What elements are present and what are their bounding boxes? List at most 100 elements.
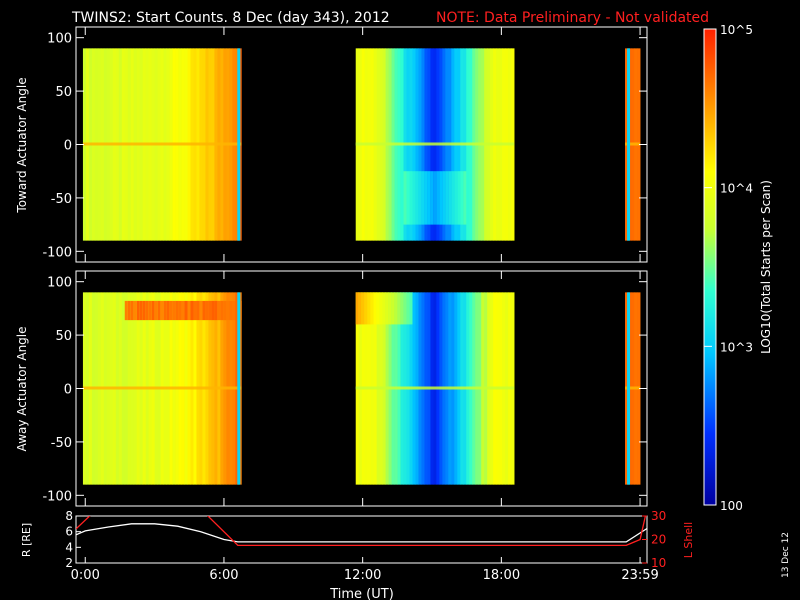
heatmap-cell — [373, 292, 378, 325]
y-tick-right-label: 10 — [651, 556, 666, 570]
y-tick-label: 100 — [47, 276, 72, 291]
y-tick-label: 100 — [47, 32, 72, 47]
colorbar-tick-label: 10^5 — [720, 23, 753, 37]
y-tick-label: 6 — [65, 525, 73, 539]
heatmap-cell — [190, 300, 194, 321]
heatmap-cell — [448, 171, 452, 225]
colorbar-label: LOG10(Total Starts per Scan) — [759, 180, 773, 354]
panel-away: 100 50 0 -50 -100 Away Actuator Angle — [15, 270, 648, 507]
panel-toward-ylabel: Toward Actuator Angle — [15, 77, 29, 213]
x-tick-label: 0:00 — [71, 568, 100, 583]
heatmap-cell — [166, 300, 170, 321]
y-tick-label: -50 — [51, 436, 72, 451]
heatmap-cell — [187, 300, 191, 321]
y-tick-label: 8 — [65, 509, 73, 523]
heatmap-cell — [463, 171, 467, 225]
zero-angle-stripe — [625, 142, 641, 146]
heatmap-cell — [406, 292, 410, 325]
heatmap-edge — [237, 48, 241, 241]
heatmap-cell — [454, 171, 458, 225]
heatmap-cell — [400, 292, 404, 325]
heatmap-cell — [235, 300, 239, 321]
heatmap-cell — [376, 292, 381, 325]
heatmap-cell — [355, 292, 360, 325]
heatmap-cell — [208, 300, 212, 321]
panel-away-ylabel: Away Actuator Angle — [15, 326, 29, 451]
heatmap-cell — [412, 171, 416, 225]
x-tick-label: 12:00 — [344, 568, 381, 583]
heatmap-cell — [436, 171, 440, 225]
heatmap-cell — [148, 300, 153, 321]
zero-angle-stripe — [355, 386, 515, 390]
heatmap-cell — [175, 300, 179, 321]
heatmap-cell — [160, 300, 165, 321]
heatmap-cell — [406, 171, 410, 225]
heatmap-edge — [627, 48, 631, 241]
heatmap-cell — [226, 300, 230, 321]
x-tick-label: 6:00 — [209, 568, 238, 583]
r-distance-line — [76, 523, 647, 543]
y-tick-right-label: 20 — [651, 533, 666, 547]
heatmap-cell — [205, 300, 209, 321]
y-tick-label: -50 — [51, 192, 72, 207]
zero-angle-stripe — [625, 386, 641, 390]
heatmap-cell — [430, 171, 434, 225]
y-tick-label: -100 — [42, 489, 72, 504]
x-tick-label: 18:00 — [483, 568, 520, 583]
panel-orbit-frame — [75, 515, 648, 564]
heatmap-cell — [217, 300, 221, 321]
heatmap-cell — [391, 292, 395, 325]
heatmap-cell — [202, 300, 206, 321]
heatmap-cell — [415, 171, 419, 225]
heatmap-cell — [457, 171, 461, 225]
heatmap-cell — [199, 300, 203, 321]
y-tick-label: 50 — [55, 85, 72, 100]
heatmap-cell — [142, 300, 147, 321]
x-axis-label: Time (UT) — [329, 587, 394, 600]
heatmap-edge — [627, 292, 631, 485]
heatmap-cell — [136, 300, 141, 321]
y-tick-label: -100 — [42, 245, 72, 260]
figure-title: TWINS2: Start Counts. 8 Dec (day 343), 2… — [71, 10, 390, 26]
heatmap-cell — [139, 300, 144, 321]
heatmap-cell — [124, 300, 129, 321]
heatmap-cell — [370, 292, 375, 325]
colorbar-tick-label: 10^4 — [720, 182, 753, 196]
heatmap-cell — [193, 300, 197, 321]
heatmap-cell — [364, 292, 369, 325]
heatmap-cell — [424, 171, 428, 225]
heatmap-cell — [127, 300, 132, 321]
y-tick-label: 0 — [64, 139, 72, 154]
zero-angle-stripe — [82, 386, 242, 390]
colorbar-tick-label: 10^3 — [720, 340, 753, 354]
heatmap-cell — [379, 292, 384, 325]
heatmap-cell — [367, 292, 372, 325]
y-tick-label: 50 — [55, 329, 72, 344]
heatmap-cell — [133, 300, 138, 321]
heatmap-cell — [163, 300, 167, 321]
heatmap-cell — [385, 292, 389, 325]
heatmap-cell — [157, 300, 162, 321]
heatmap-cell — [421, 171, 425, 225]
heatmap-cell — [229, 300, 233, 321]
heatmap-edge — [237, 292, 241, 485]
heatmap-cell — [403, 292, 407, 325]
y-tick-label: 0 — [64, 383, 72, 398]
heatmap-cell — [145, 300, 150, 321]
colorbar-gradient — [703, 28, 717, 506]
heatmap-cell — [403, 171, 407, 225]
heatmap-cell — [178, 300, 182, 321]
heatmap-cell — [181, 300, 185, 321]
heatmap-cell — [151, 300, 156, 321]
y-tick-label: 2 — [65, 556, 73, 570]
heatmap-cell — [442, 171, 446, 225]
heatmap-cell — [394, 292, 398, 325]
panel-toward: 100 50 0 -50 -100 Toward Actuator Angle — [15, 26, 648, 263]
colorbar: 10^5 10^4 10^3 100 LOG10(Total Starts per S… — [703, 23, 773, 513]
heatmap-cell — [358, 292, 363, 325]
heatmap-cell — [220, 300, 224, 321]
heatmap-cell — [130, 300, 135, 321]
heatmap-cell — [433, 171, 437, 225]
heatmap-cell — [445, 171, 449, 225]
